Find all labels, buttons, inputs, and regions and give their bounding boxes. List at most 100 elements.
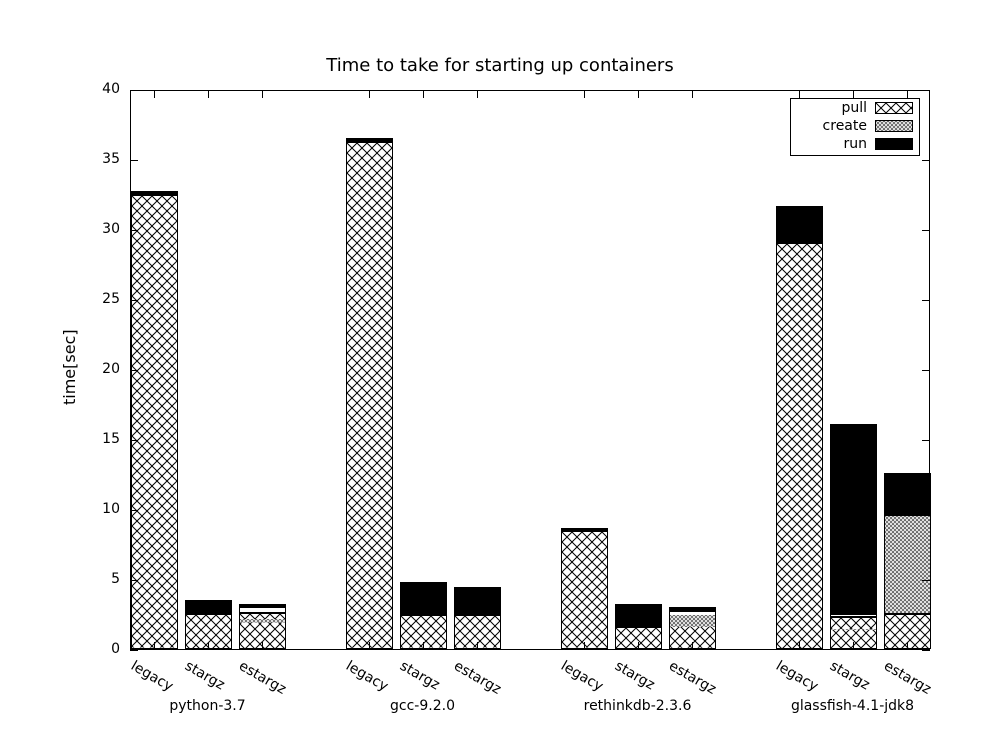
- y-tick-label: 35: [90, 151, 120, 167]
- legend-item-pull: pull: [791, 99, 919, 117]
- x-tick: [477, 642, 478, 650]
- y-tick: [922, 440, 930, 441]
- x-tick: [692, 642, 693, 650]
- y-tick-label: 25: [90, 291, 120, 307]
- bar-stack: [561, 528, 608, 649]
- y-tick: [130, 650, 138, 651]
- y-tick-label: 40: [90, 81, 120, 97]
- x-tick: [369, 642, 370, 650]
- x-tick: [907, 642, 908, 650]
- bar-segment-pull: [346, 142, 393, 649]
- bar-stack: [669, 607, 716, 649]
- chart-title: Time to take for starting up containers: [0, 55, 1000, 76]
- bar-stack: [830, 424, 877, 649]
- y-tick-label: 15: [90, 431, 120, 447]
- bar-segment-pull: [776, 243, 823, 649]
- bar-stack: [615, 604, 662, 650]
- y-tick: [922, 580, 930, 581]
- bar-segment-pull: [454, 615, 501, 649]
- bar-stack: [776, 206, 823, 649]
- bar-segment-run: [239, 604, 286, 607]
- group-label: rethinkdb-2.3.6: [560, 698, 715, 714]
- bar-segment-create: [239, 607, 286, 613]
- x-tick: [154, 642, 155, 650]
- x-tick: [423, 642, 424, 650]
- y-tick-label: 10: [90, 501, 120, 517]
- legend-swatch-pull: [875, 102, 913, 114]
- x-tick: [262, 642, 263, 650]
- x-tick: [584, 642, 585, 650]
- bar-label: legacy: [128, 658, 176, 695]
- x-tick: [208, 642, 209, 650]
- bar-label: estargz: [236, 658, 289, 698]
- bar-segment-pull: [400, 615, 447, 649]
- bar-label: stargz: [612, 658, 657, 693]
- bar-segment-run: [615, 604, 662, 626]
- y-tick-label: 0: [90, 641, 120, 657]
- legend-swatch-create: [875, 120, 913, 132]
- bar-segment-run: [131, 191, 178, 193]
- y-tick: [130, 510, 138, 511]
- bar-segment-create: [830, 614, 877, 617]
- x-tick: [799, 90, 800, 98]
- y-tick: [922, 90, 930, 91]
- bar-segment-run: [346, 138, 393, 140]
- bar-segment-create: [669, 611, 716, 625]
- bar-segment-run: [884, 473, 931, 515]
- bar-label: estargz: [881, 658, 934, 698]
- x-tick: [262, 90, 263, 98]
- y-tick: [922, 160, 930, 161]
- y-tick: [130, 160, 138, 161]
- bar-label: legacy: [558, 658, 606, 695]
- legend-item-run: run: [791, 135, 919, 153]
- bar-stack: [454, 587, 501, 649]
- x-tick: [477, 90, 478, 98]
- bar-segment-create: [884, 515, 931, 614]
- y-tick: [130, 300, 138, 301]
- y-tick: [922, 230, 930, 231]
- bar-label: legacy: [343, 658, 391, 695]
- bar-segment-run: [830, 424, 877, 614]
- x-tick: [208, 90, 209, 98]
- x-tick: [853, 90, 854, 98]
- bar-segment-run: [400, 582, 447, 614]
- x-tick: [692, 90, 693, 98]
- y-tick: [922, 370, 930, 371]
- x-tick: [369, 90, 370, 98]
- bar-label: stargz: [182, 658, 227, 693]
- x-tick: [584, 90, 585, 98]
- group-label: python-3.7: [130, 698, 285, 714]
- group-label: gcc-9.2.0: [345, 698, 500, 714]
- x-tick: [154, 90, 155, 98]
- x-tick: [638, 90, 639, 98]
- bar-stack: [239, 604, 286, 649]
- legend-item-create: create: [791, 117, 919, 135]
- bar-label: estargz: [451, 658, 504, 698]
- y-axis-label: time[sec]: [60, 329, 79, 405]
- bar-segment-run: [454, 587, 501, 614]
- bar-segment-run: [561, 528, 608, 530]
- y-tick-label: 5: [90, 571, 120, 587]
- plot-area: [130, 90, 930, 650]
- y-tick: [922, 650, 930, 651]
- y-tick: [130, 90, 138, 91]
- bar-label: estargz: [666, 658, 719, 698]
- group-label: glassfish-4.1-jdk8: [775, 698, 930, 714]
- y-tick-label: 20: [90, 361, 120, 377]
- bar-stack: [131, 191, 178, 649]
- bar-segment-run: [776, 206, 823, 241]
- y-tick: [130, 440, 138, 441]
- legend-label-run: run: [843, 136, 867, 152]
- x-tick: [799, 642, 800, 650]
- bar-stack: [185, 600, 232, 649]
- bar-segment-pull: [185, 614, 232, 649]
- bar-stack: [400, 582, 447, 649]
- legend-swatch-run: [875, 138, 913, 150]
- bar-segment-run: [185, 600, 232, 613]
- bar-segment-pull: [615, 627, 662, 649]
- x-tick: [853, 642, 854, 650]
- x-tick: [423, 90, 424, 98]
- bar-segment-create: [346, 140, 393, 142]
- bar-segment-pull: [884, 614, 931, 649]
- x-tick: [638, 642, 639, 650]
